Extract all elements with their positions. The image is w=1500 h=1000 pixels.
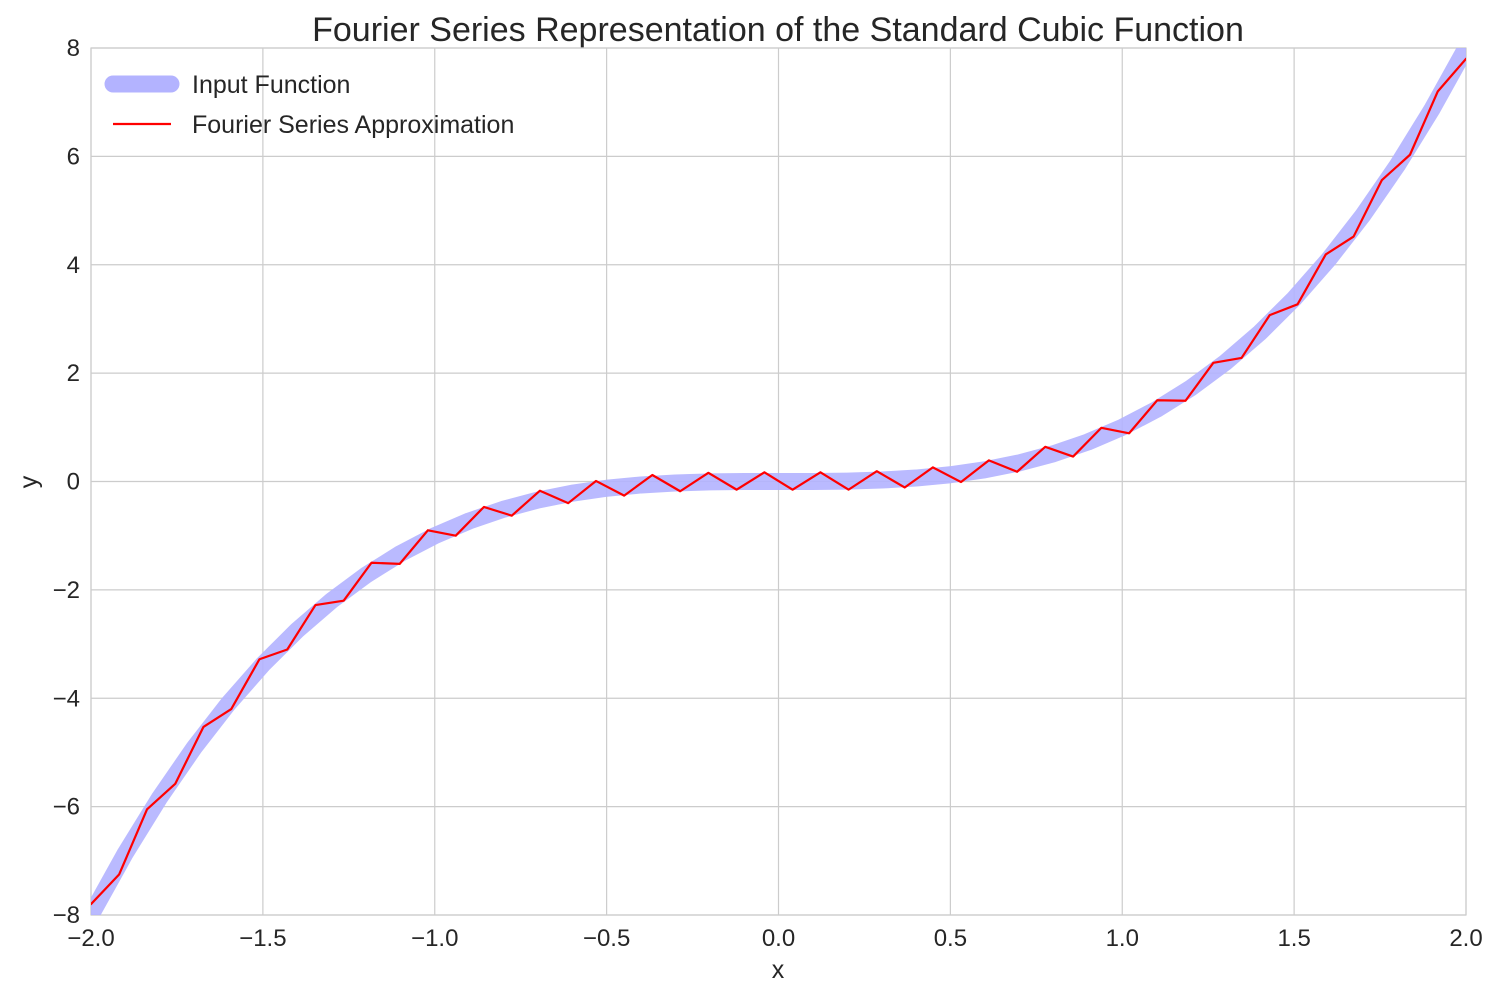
y-tick-label: 4 — [67, 252, 80, 279]
tick-labels: −2.0 −1.5 −1.0 −0.5 0.0 0.5 1.0 1.5 2.0 −8 −6 −4 −2 0… — [53, 35, 1483, 952]
x-axis-label: x — [772, 956, 785, 984]
y-tick-label: −6 — [53, 794, 80, 821]
x-tick-label: 1.5 — [1277, 925, 1310, 952]
series-layer — [91, 48, 1466, 915]
y-tick-label: 0 — [67, 469, 80, 496]
x-tick-label: −2.0 — [67, 925, 114, 952]
legend-label-fourier-series-approximation: Fourier Series Approximation — [192, 111, 514, 139]
x-tick-label: 1.0 — [1106, 925, 1139, 952]
fourier-series-approximation-line — [91, 57, 1466, 906]
x-tick-label: −0.5 — [583, 925, 630, 952]
legend: Input Function Fourier Series Approximat… — [104, 71, 514, 139]
y-tick-label: −4 — [53, 685, 80, 712]
y-tick-label: −2 — [53, 577, 80, 604]
x-tick-label: 0.5 — [934, 925, 967, 952]
chart-title: Fourier Series Representation of the Sta… — [312, 11, 1244, 49]
x-tick-label: −1.0 — [411, 925, 458, 952]
y-tick-label: 2 — [67, 360, 80, 387]
y-tick-label: 6 — [67, 143, 80, 170]
plot-frame — [90, 47, 1467, 916]
x-tick-label: −1.5 — [239, 925, 286, 952]
y-axis-label: y — [15, 475, 43, 488]
y-tick-label: 8 — [67, 35, 80, 62]
y-tick-label: −8 — [53, 902, 80, 929]
x-tick-label: 0.0 — [762, 925, 795, 952]
legend-label-input-function: Input Function — [192, 71, 350, 99]
x-tick-label: 2.0 — [1449, 925, 1482, 952]
